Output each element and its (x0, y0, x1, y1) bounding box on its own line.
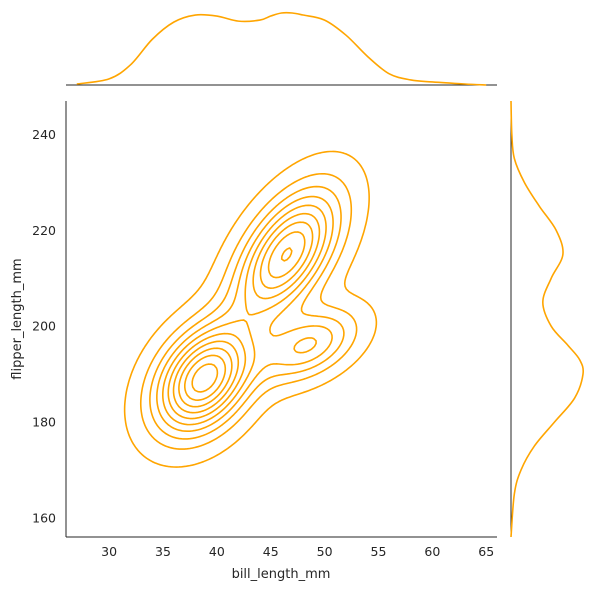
kde-contour-level-8 (178, 231, 306, 408)
joint-kde-panel (123, 150, 378, 468)
y-tick-label: 200 (32, 319, 56, 334)
x-tick-label: 65 (478, 544, 494, 559)
x-tick-label: 50 (317, 544, 333, 559)
marginal-x-density-line (76, 11, 487, 86)
x-axis-label: bill_length_mm (232, 567, 331, 582)
y-axis-label: flipper_length_mm (10, 258, 25, 379)
kde-contour-level-6 (167, 212, 321, 420)
kde-contour-level-9 (183, 247, 293, 401)
y-tick-label: 160 (32, 510, 56, 525)
kde-contour-level-5 (161, 204, 327, 426)
x-tick-label: 35 (155, 544, 171, 559)
x-tick-label: 30 (101, 544, 117, 559)
joint-axes: 30 35 40 45 50 55 60 65 160 180 200 220 240 (32, 101, 497, 559)
y-tick-label: 240 (32, 127, 56, 142)
x-tick-label: 45 (263, 544, 279, 559)
x-tick-label: 60 (424, 544, 440, 559)
kde-contour-level-1 (123, 150, 378, 468)
marginal-y-density-line (510, 100, 585, 538)
kde-contour-level-3 (149, 185, 345, 440)
x-tick-label: 55 (371, 544, 387, 559)
kde-contour-level-2 (139, 172, 358, 450)
y-tick-label: 180 (32, 415, 56, 430)
kde-contour-level-7 (172, 221, 314, 414)
kde-contour-level-10 (191, 363, 219, 393)
kde-contour-level-4 (156, 195, 334, 433)
marginal-y-panel (510, 100, 585, 538)
marginal-x-panel (66, 11, 497, 86)
y-tick-label: 220 (32, 223, 56, 238)
x-tick-label: 40 (209, 544, 225, 559)
